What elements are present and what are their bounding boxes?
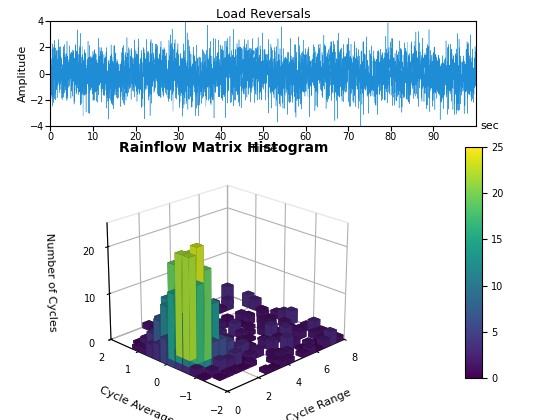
Text: sec: sec [480,121,499,131]
Title: Rainflow Matrix Histogram: Rainflow Matrix Histogram [119,142,329,155]
Y-axis label: Cycle Average: Cycle Average [97,385,175,420]
X-axis label: Time: Time [250,144,277,154]
Title: Load Reversals: Load Reversals [216,8,310,21]
X-axis label: Cycle Range: Cycle Range [285,388,353,420]
Y-axis label: Amplitude: Amplitude [18,45,29,102]
